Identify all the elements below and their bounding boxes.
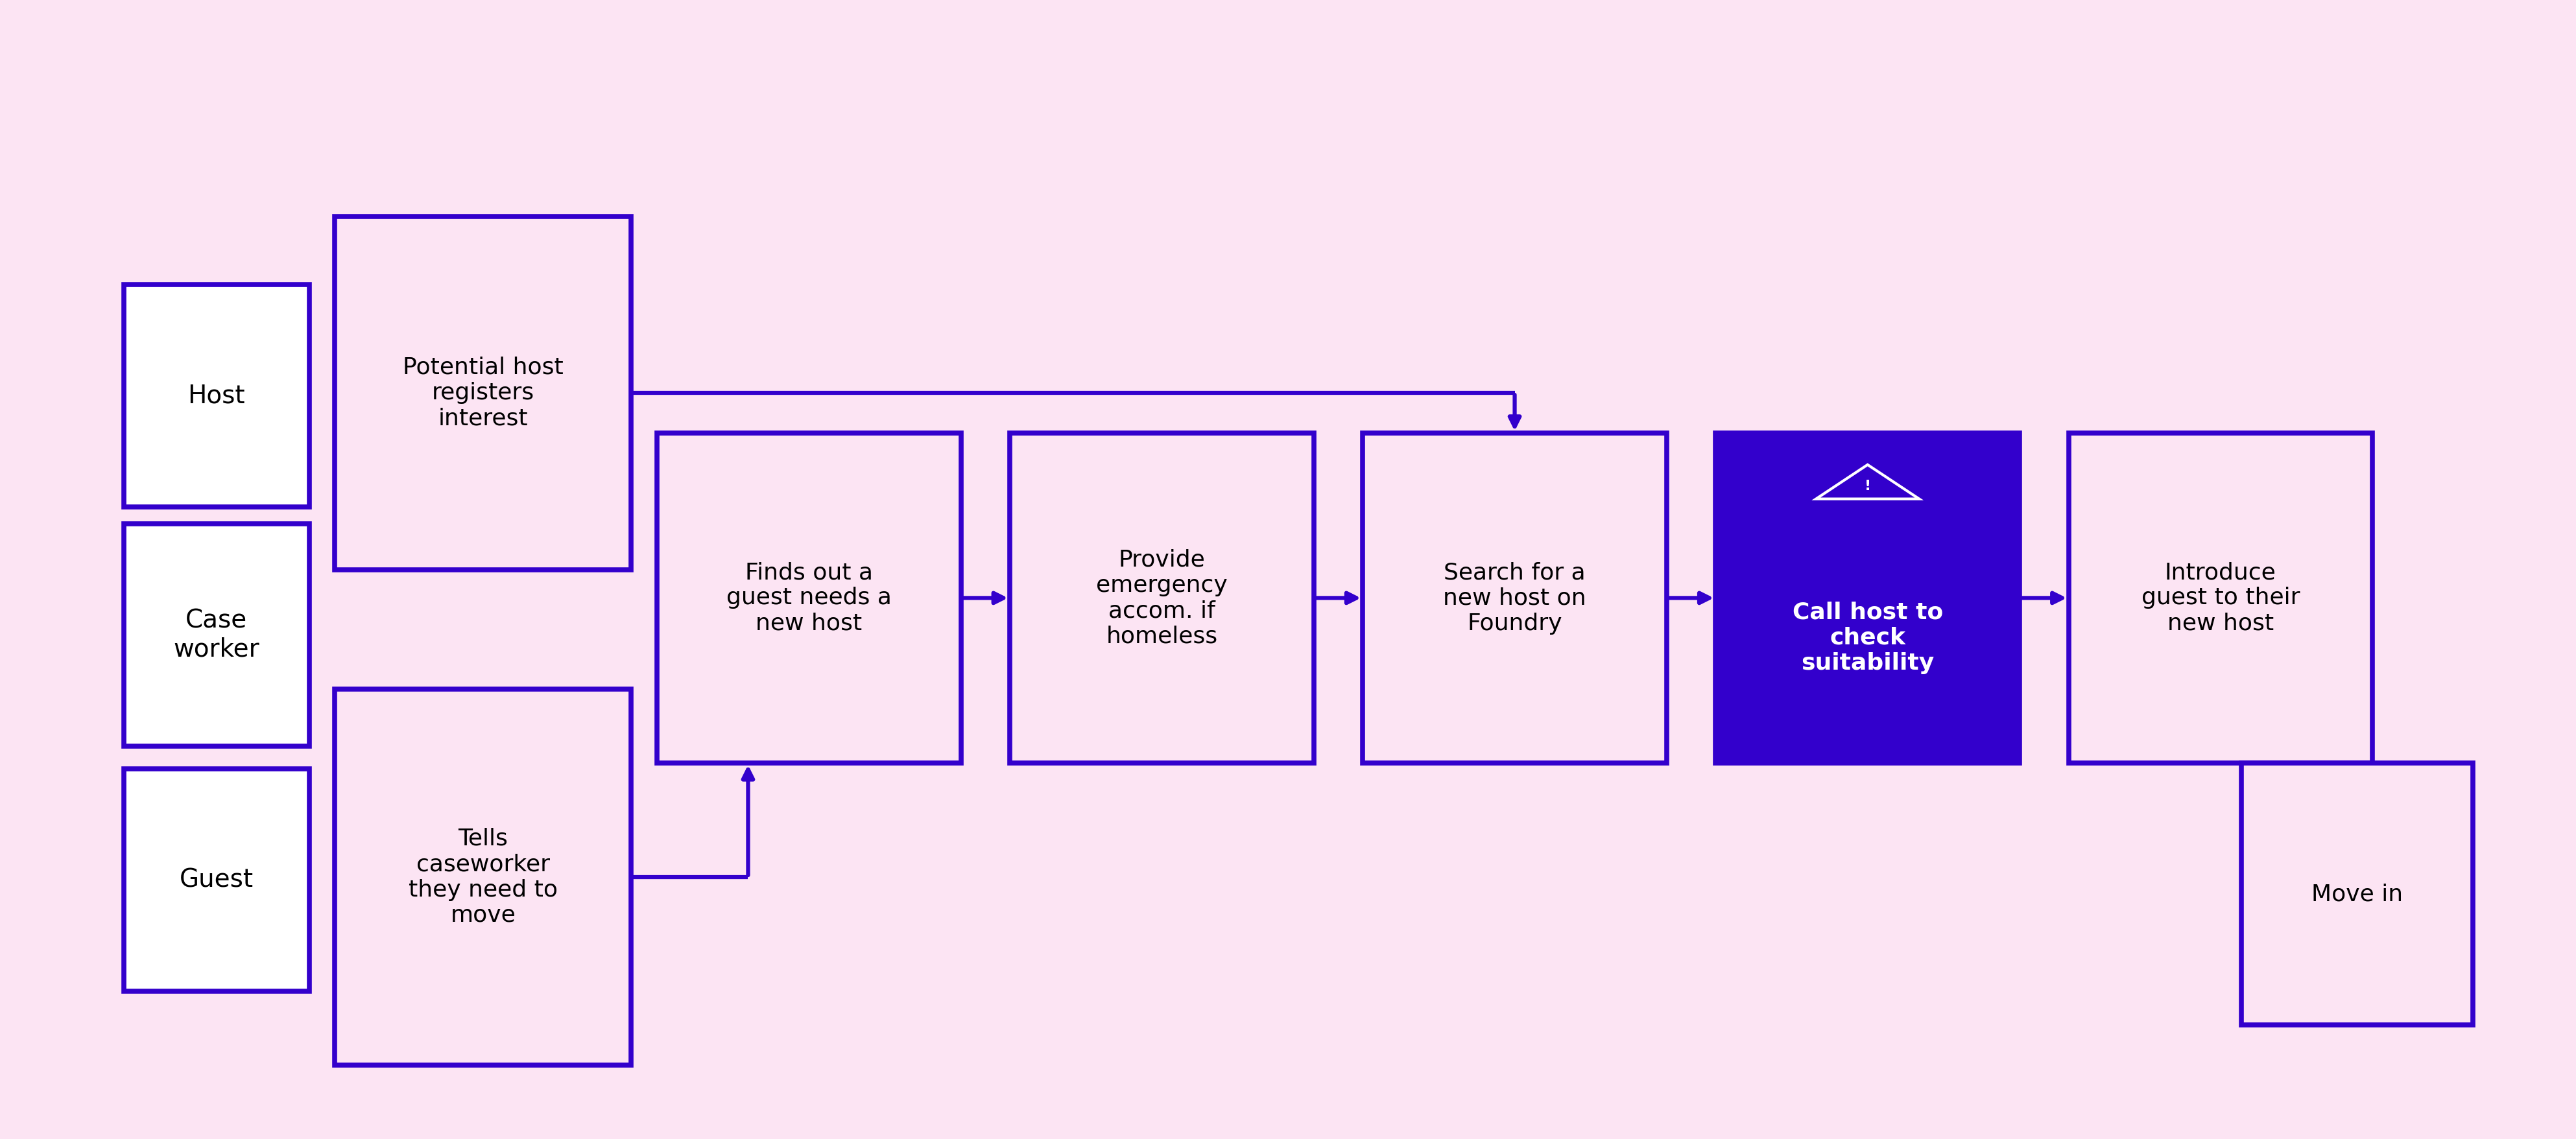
FancyBboxPatch shape [335, 216, 631, 570]
FancyBboxPatch shape [1010, 433, 1314, 763]
FancyBboxPatch shape [1716, 433, 2020, 763]
Text: Guest: Guest [180, 868, 252, 892]
Text: Case
worker: Case worker [173, 608, 260, 662]
Text: Finds out a
guest needs a
new host: Finds out a guest needs a new host [726, 562, 891, 634]
FancyBboxPatch shape [335, 689, 631, 1065]
Text: Introduce
guest to their
new host: Introduce guest to their new host [2141, 562, 2300, 634]
Text: Host: Host [188, 384, 245, 408]
Text: !: ! [1865, 480, 1870, 492]
Text: Potential host
registers
interest: Potential host registers interest [402, 357, 564, 429]
FancyBboxPatch shape [1363, 433, 1667, 763]
Text: Call host to
check
suitability: Call host to check suitability [1793, 601, 1942, 674]
FancyBboxPatch shape [657, 433, 961, 763]
FancyBboxPatch shape [2241, 763, 2473, 1025]
FancyBboxPatch shape [2069, 433, 2372, 763]
Text: Move in: Move in [2311, 883, 2403, 906]
FancyBboxPatch shape [124, 524, 309, 746]
FancyBboxPatch shape [124, 285, 309, 507]
FancyBboxPatch shape [124, 769, 309, 991]
Text: Search for a
new host on
Foundry: Search for a new host on Foundry [1443, 562, 1587, 634]
Text: Tells
caseworker
they need to
move: Tells caseworker they need to move [410, 828, 556, 926]
Text: Provide
emergency
accom. if
homeless: Provide emergency accom. if homeless [1095, 549, 1229, 647]
